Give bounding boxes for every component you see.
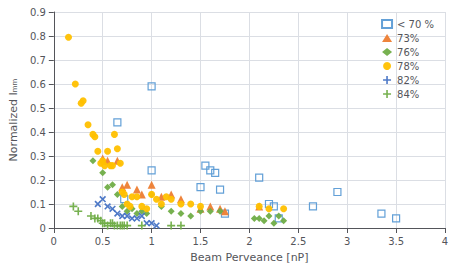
svg-text:0.5: 0.5 <box>30 103 46 114</box>
svg-text:3.5: 3.5 <box>388 236 404 247</box>
svg-text:0.9: 0.9 <box>30 7 46 18</box>
svg-text:0.2: 0.2 <box>30 175 46 186</box>
svg-text:1: 1 <box>148 236 154 247</box>
svg-text:Beam Perveance [nP]: Beam Perveance [nP] <box>190 251 308 264</box>
svg-text:0.8: 0.8 <box>30 31 46 42</box>
svg-text:0.1: 0.1 <box>30 199 46 210</box>
svg-text:2: 2 <box>246 236 252 247</box>
svg-text:0.3: 0.3 <box>30 151 46 162</box>
svg-text:76%: 76% <box>397 47 419 58</box>
svg-text:1.5: 1.5 <box>193 236 209 247</box>
svg-text:3: 3 <box>344 236 350 247</box>
svg-text:78%: 78% <box>397 61 419 72</box>
svg-text:82%: 82% <box>397 75 419 86</box>
svg-text:2.5: 2.5 <box>290 236 306 247</box>
svg-text:84%: 84% <box>397 89 419 100</box>
svg-text:73%: 73% <box>397 33 419 44</box>
svg-text:Normalized Iₘₘ: Normalized Iₘₘ <box>7 78 20 161</box>
svg-text:0.4: 0.4 <box>30 127 46 138</box>
svg-text:0: 0 <box>51 236 57 247</box>
svg-text:< 70 %: < 70 % <box>397 19 434 30</box>
svg-text:0.5: 0.5 <box>95 236 111 247</box>
svg-text:0: 0 <box>39 223 45 234</box>
svg-text:4: 4 <box>442 236 448 247</box>
svg-text:0.6: 0.6 <box>30 79 46 90</box>
svg-text:0.7: 0.7 <box>30 55 46 66</box>
